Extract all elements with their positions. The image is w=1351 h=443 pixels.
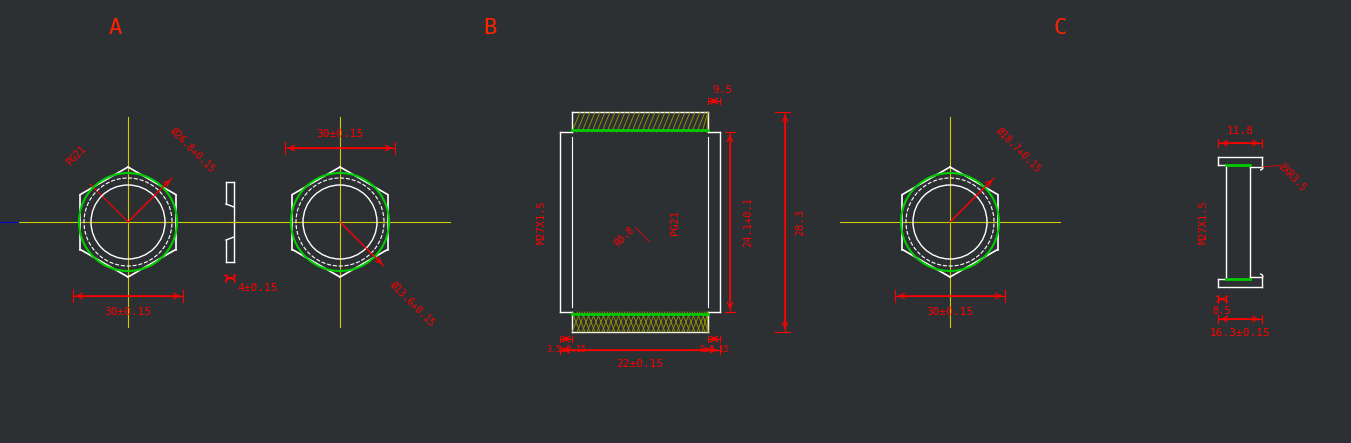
Text: A: A	[108, 18, 122, 38]
Text: 16.3±0.15: 16.3±0.15	[1209, 328, 1270, 338]
Text: Ø18.7+0.15: Ø18.7+0.15	[994, 126, 1043, 174]
Text: 30±0.15: 30±0.15	[927, 307, 974, 317]
Text: 22±0.15: 22±0.15	[616, 359, 663, 369]
Text: 28.3: 28.3	[794, 209, 805, 236]
Text: 9±0.15: 9±0.15	[698, 346, 730, 354]
Text: 3.5±0.15: 3.5±0.15	[546, 346, 586, 354]
Text: B: B	[484, 18, 497, 38]
Text: 8.5: 8.5	[1213, 306, 1231, 316]
Text: Ø13.6+0.15: Ø13.6+0.15	[388, 280, 436, 328]
Text: 11.8: 11.8	[1227, 126, 1254, 136]
Text: 30±0.15: 30±0.15	[104, 307, 151, 317]
Text: M27X1.5: M27X1.5	[536, 200, 547, 244]
Text: R0.8: R0.8	[613, 225, 636, 249]
Text: 24.1+0.1: 24.1+0.1	[743, 197, 753, 247]
Text: C: C	[1054, 18, 1067, 38]
Text: 9.5: 9.5	[712, 85, 732, 95]
Text: 2XR3.5: 2XR3.5	[1275, 161, 1308, 193]
Text: 30±0.15: 30±0.15	[316, 129, 363, 139]
Text: M27X1.5: M27X1.5	[1198, 200, 1209, 244]
Text: 4±0.15: 4±0.15	[238, 283, 278, 293]
Text: Ø26.8+0.15: Ø26.8+0.15	[168, 126, 216, 174]
Text: PG21: PG21	[63, 144, 88, 168]
Text: PG21: PG21	[670, 210, 680, 234]
